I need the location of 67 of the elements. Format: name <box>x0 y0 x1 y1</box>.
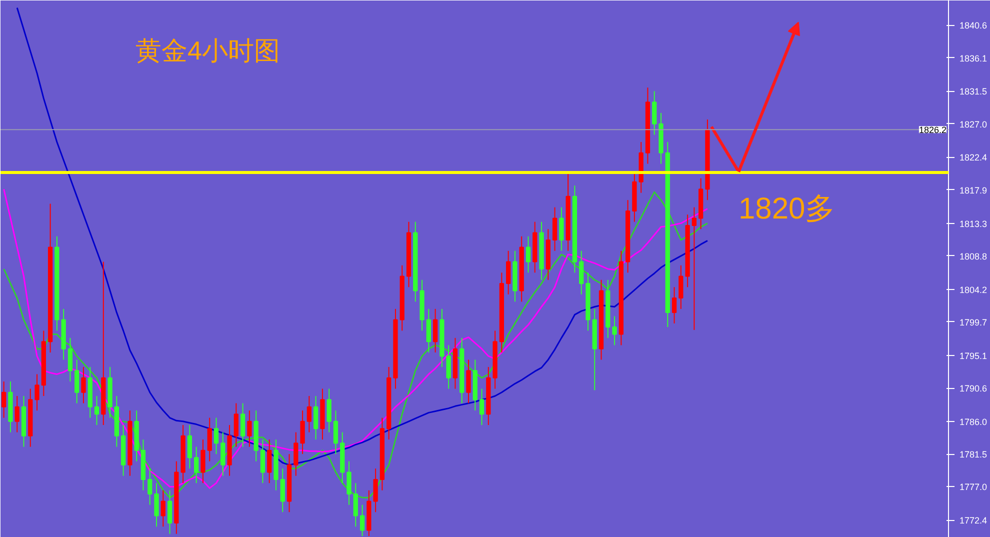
candlestick <box>280 468 285 513</box>
candlestick <box>207 417 212 462</box>
candlestick <box>612 316 617 346</box>
candlestick <box>672 286 677 324</box>
candlestick <box>1 380 6 418</box>
candlestick <box>360 504 365 537</box>
candlestick <box>187 424 192 470</box>
candlestick <box>652 90 657 136</box>
candlestick <box>148 468 152 506</box>
candlestick <box>526 236 531 274</box>
candlestick <box>426 308 431 353</box>
candlestick <box>326 388 332 433</box>
candlestick <box>446 344 451 390</box>
candlestick <box>214 417 219 455</box>
y-tick-label: 1808.8 <box>960 251 988 262</box>
candlestick <box>220 432 226 476</box>
y-tick-label: 1790.6 <box>960 384 988 394</box>
candlestick <box>306 395 312 433</box>
candlestick <box>160 490 166 528</box>
text: 黄金4小时图 <box>136 36 280 66</box>
candlestick <box>240 402 246 448</box>
candlestick <box>692 206 697 330</box>
candlestick <box>373 468 378 513</box>
candlestick <box>678 264 684 310</box>
y-tick-label: 1777.0 <box>960 482 988 492</box>
candlestick <box>68 337 73 382</box>
y-tick-label: 1799.7 <box>960 317 988 328</box>
y-tick-label: 1813.3 <box>960 218 988 229</box>
candlestick <box>579 250 584 295</box>
candlestick <box>267 439 272 484</box>
candlestick <box>200 439 206 484</box>
candlestick <box>294 432 298 476</box>
candlestick <box>506 250 511 295</box>
candlestick <box>559 206 564 252</box>
candlestick <box>34 374 40 412</box>
candlestick <box>353 482 358 528</box>
y-tick-label: 1781.5 <box>960 450 988 460</box>
candlestick <box>154 482 159 528</box>
candlestick <box>313 395 318 440</box>
candlestick <box>260 439 266 484</box>
y-tick-label: 1831.5 <box>960 86 988 97</box>
candlestick <box>81 366 86 404</box>
candlestick <box>466 359 471 404</box>
candlestick <box>432 308 438 353</box>
candlestick <box>167 490 172 534</box>
y-tick-label: 1772.4 <box>960 516 988 526</box>
y-tick-label: 1827.0 <box>960 119 988 130</box>
candlestick <box>346 460 352 506</box>
y-tick-label: 1795.1 <box>960 350 988 361</box>
candlestick <box>14 395 20 433</box>
ref-line-label: 1826.2 <box>918 125 947 136</box>
candlestick <box>234 402 238 448</box>
candlestick <box>333 410 338 455</box>
candlestick <box>552 206 558 252</box>
candlestick <box>74 359 80 404</box>
candlestick <box>247 410 252 448</box>
y-tick-label: 1840.6 <box>960 20 988 31</box>
y-tick-label: 1817.9 <box>960 185 988 196</box>
y-tick-label: 1822.4 <box>960 152 988 163</box>
candlestick <box>300 410 305 455</box>
candlestick <box>94 395 100 426</box>
candlestick <box>479 388 484 426</box>
y-tick-label: 1804.2 <box>960 284 988 295</box>
y-tick-label: 1786.0 <box>960 416 988 427</box>
text: 1820多 <box>738 192 836 226</box>
y-tick-label: 1836.1 <box>960 53 988 64</box>
candlestick <box>194 446 199 484</box>
